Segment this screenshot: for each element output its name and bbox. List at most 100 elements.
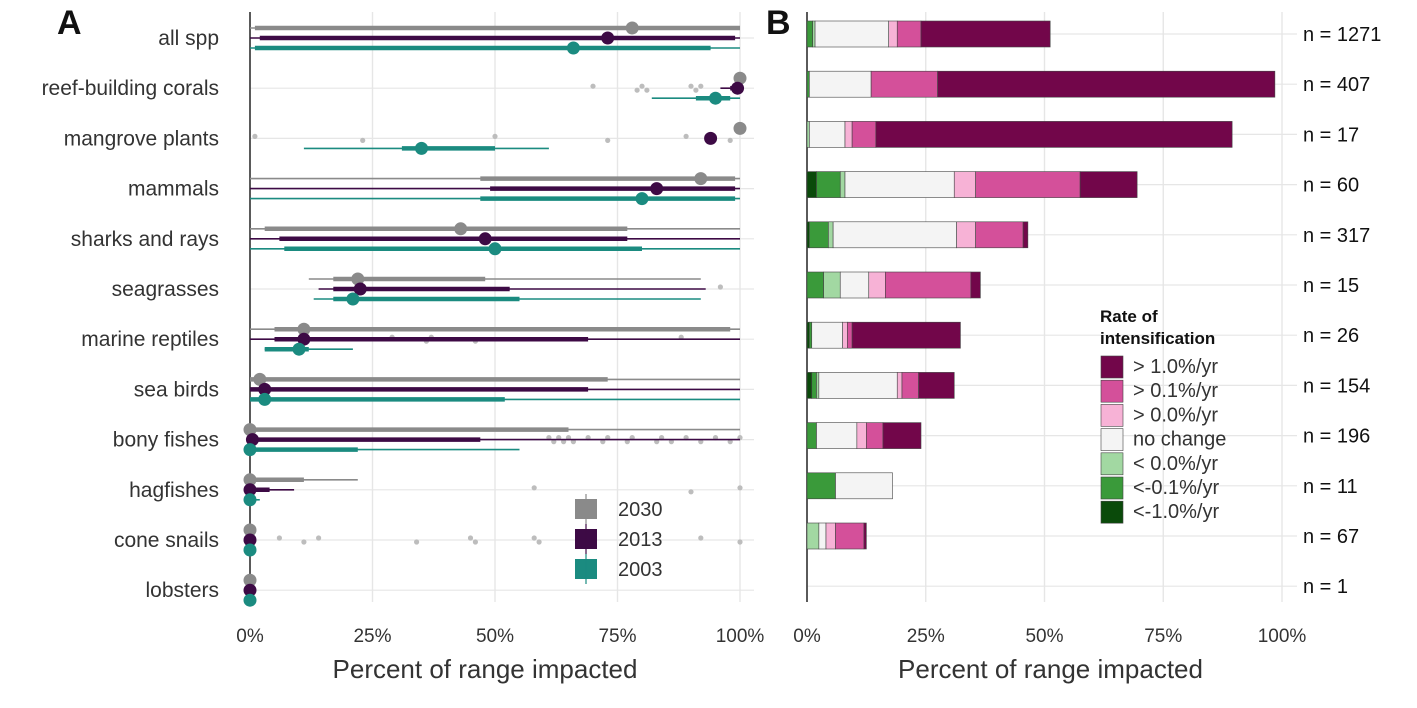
panel-b-bar-segment-0-0-yr [842, 321, 848, 349]
panel-b-bar-segment-no-change [818, 372, 898, 399]
panel-a-outlier-point [698, 535, 704, 541]
panel-a-legend-label-2003: 2003 [618, 559, 663, 581]
panel-b-bar-segment-0-1-yr [809, 221, 829, 249]
panel-a-outlier-point [693, 87, 699, 93]
panel-b-bar-segment-0-1-yr [835, 522, 865, 550]
panel-a-outlier-point [737, 539, 743, 545]
panel-a-outlier-point [252, 133, 258, 139]
panel-b-bar-segment-1-0-yr [918, 372, 955, 399]
panel-b-legend-title: Rate of intensification [1100, 307, 1215, 348]
panel-b-bar-segment-no-change [814, 20, 890, 48]
panel-b-bar-segment-0-1-yr [809, 321, 813, 349]
panel-b-n-label: n = 317 [1303, 225, 1370, 247]
panel-b-legend-label-0-1-yr: <-0.1%/yr [1133, 477, 1219, 499]
panel-b-bar-segment-no-change [811, 321, 843, 349]
panel-a-outlier-point [698, 83, 704, 89]
panel-a-median-point-2030 [694, 172, 708, 186]
panel-a-outlier-point [634, 87, 640, 93]
panel-a-x-tick-label: 25% [353, 626, 391, 647]
panel-b-bar-segment-1-0-yr [970, 271, 981, 299]
panel-a-x-tick-label: 0% [236, 626, 264, 647]
panel-b-bar-segment-0-0-yr [825, 522, 836, 550]
panel-b-legend-swatch-0-0-yr [1100, 404, 1124, 427]
panel-b-bar-segment-0-1-yr [806, 271, 824, 299]
panel-b-bar-segment-0-0-yr [844, 121, 853, 148]
panel-a-outlier-point [531, 535, 537, 541]
panel-b-bar-segment-0-1-yr [816, 171, 841, 198]
panel-b-bar-segment-0-1-yr [847, 321, 853, 349]
panel-a-median-point-2030 [243, 523, 257, 537]
panel-a-x-tick-label: 75% [598, 626, 636, 647]
panel-b-bars [806, 20, 1276, 550]
panel-b-bar-segment-0-1-yr [870, 70, 938, 98]
panel-b-n-label: n = 11 [1303, 476, 1358, 498]
panel-a-outlier-point [737, 485, 743, 491]
panel-b-bar-segment-1-0-yr [882, 422, 922, 449]
panel-b-bar-segment-1-0-yr [920, 20, 1051, 48]
panel-a-outlier-point [590, 83, 596, 89]
panel-a-outlier-point [472, 539, 478, 545]
panel-b-legend-swatch-1-0-yr [1100, 355, 1124, 379]
panel-a-median-point-2003 [243, 593, 257, 607]
panel-a-median-point-2013 [601, 31, 615, 45]
panel-b-n-label: n = 67 [1303, 526, 1359, 548]
panel-a-median-point-2003 [292, 342, 306, 356]
panel-b-bar-segment-0-0-yr [888, 20, 898, 48]
panel-a-median-point-2003 [566, 41, 580, 55]
panel-a-outlier-point [639, 83, 645, 89]
panel-b-n-labels: n = 1271 n = 407 n = 17 n = 60 n = 317 n = 15… [1303, 24, 1381, 598]
panel-a-median-point-2030 [733, 71, 747, 85]
panel-b-bar-segment-1-0-yr [1022, 221, 1029, 249]
panel-a-median-point-2030 [733, 121, 747, 135]
panel-a-median-point-2013 [245, 433, 259, 447]
panel-b-bar-segment-1-0-yr [1079, 171, 1138, 198]
panel-b-legend-label-0-0-yr: < 0.0%/yr [1133, 453, 1218, 475]
panel-a-x-tick-label: 50% [476, 626, 514, 647]
panel-b-bar-segment-0-1-yr [806, 422, 817, 449]
panel-a-outlier-point [360, 137, 366, 143]
panel-a-median-point-2013 [704, 131, 718, 145]
panel-a-category-label-sea-birds: sea birds [134, 378, 219, 401]
panel-b-bar-segment-no-change [809, 121, 846, 148]
panel-b-bar-segment-0-0-yr [839, 171, 846, 198]
panel-a-outlier-point [644, 87, 650, 93]
panel-b-bar-segment-1-0-yr [937, 70, 1276, 98]
panel-b-bar-segment-1-0-yr [806, 321, 810, 349]
panel-b-bar-segment-1-0-yr [806, 171, 817, 198]
panel-a-median-point-2013 [258, 382, 272, 396]
panel-b-bar-segment-1-0-yr [875, 121, 1233, 148]
panel-b-letter: B [766, 4, 791, 42]
panel-a-category-label-seagrasses: seagrasses [112, 278, 219, 301]
panel-a-median-point-2003 [243, 443, 257, 457]
panel-a-outlier-point [605, 137, 611, 143]
panel-a-category-label-reef-building-corals: reef-building corals [42, 77, 219, 100]
panel-b-legend-swatch-no-change [1100, 428, 1124, 451]
panel-a-median-point-2013 [478, 232, 492, 246]
panel-a-outlier-point [688, 83, 694, 89]
panel-b-bar-segment-no-change [816, 422, 858, 449]
panel-b-legend-label-1-0-yr: <-1.0%/yr [1133, 501, 1219, 523]
panel-a-median-point-2030 [297, 322, 311, 336]
panel-a-category-label-cone-snails: cone snails [114, 529, 219, 552]
panel-a-median-point-2013 [243, 583, 257, 597]
panel-a-median-point-2003 [346, 292, 360, 306]
panel-b-legend-title-line: intensification [1100, 329, 1215, 348]
panel-b-bar-segment-1-0-yr [806, 372, 813, 399]
panel-b-bar-segment-0-1-yr [885, 271, 972, 299]
panel-b-legend-label-no-change: no change [1133, 429, 1226, 451]
panel-b-legend: Rate of intensification > 1.0%/yr> 0.1%/yr… [1100, 307, 1226, 524]
panel-a-legend: 2030 2013 2003 [575, 494, 663, 584]
panel-b-bar-segment-0-1-yr [975, 221, 1024, 249]
panel-b-legend-swatch-1-0-yr [1100, 500, 1124, 524]
panel-b-n-label: n = 407 [1303, 74, 1370, 96]
panel-a-median-point-2030 [351, 272, 365, 286]
panel-b-bar-segment-0-0-yr [828, 221, 834, 249]
panel-a-median-point-2030 [243, 573, 257, 587]
panel-b-legend-label-1-0-yr: > 1.0%/yr [1133, 356, 1218, 378]
panel-a-median-point-2003 [488, 242, 502, 256]
panel-b-bar-segment-0-0-yr [953, 171, 976, 198]
panel-a-outlier-point [688, 489, 694, 495]
panel-b-bar-segment-no-change [844, 171, 955, 198]
panel-a-category-label-sharks-and-rays: sharks and rays [71, 228, 219, 251]
